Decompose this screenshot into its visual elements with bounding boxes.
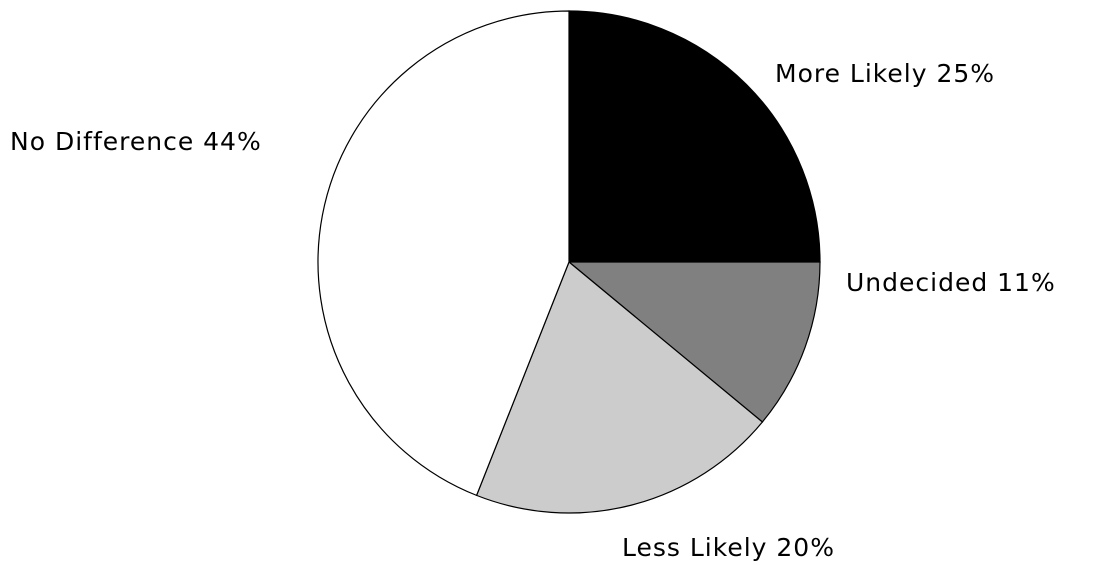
slice-less-likely [475,261,764,514]
slice-label-no-difference: No Difference 44% [10,127,262,156]
slice-label-less-likely: Less Likely 20% [622,533,835,562]
slice-label-undecided: Undecided 11% [846,268,1056,297]
slice-more-likely [568,10,821,263]
slice-label-more-likely: More Likely 25% [775,59,995,88]
pie-slices [317,10,821,514]
slice-undecided [567,261,821,423]
slice-no-difference [317,10,570,497]
pie-labels: More Likely 25% Undecided 11% Less Likel… [10,59,1056,562]
